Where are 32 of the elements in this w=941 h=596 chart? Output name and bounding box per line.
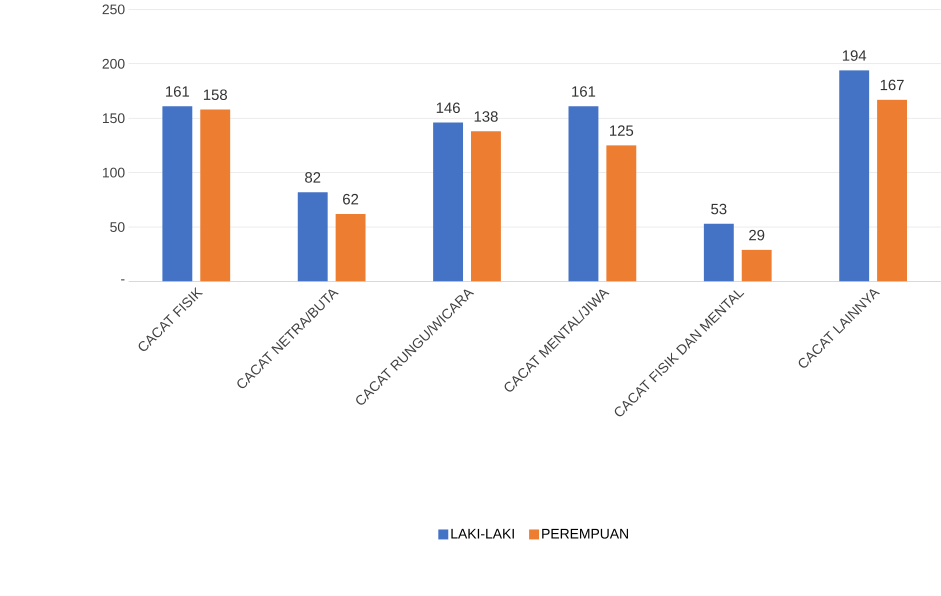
legend-label: LAKI-LAKI	[451, 528, 514, 539]
bar	[742, 250, 772, 282]
bar	[433, 122, 464, 282]
y-tick-label: -	[121, 279, 124, 280]
y-tick-label: 50	[110, 222, 125, 232]
data-label: 62	[343, 194, 358, 204]
y-tick-label: 150	[102, 113, 125, 124]
data-label: 161	[166, 86, 190, 97]
data-label: 29	[749, 230, 764, 240]
bar	[336, 214, 366, 282]
y-tick-label: 200	[102, 58, 125, 69]
data-label: 194	[842, 50, 866, 61]
bar	[162, 106, 192, 282]
bar	[606, 145, 636, 282]
bar	[839, 70, 870, 282]
bar	[298, 192, 328, 282]
data-label: 125	[610, 125, 634, 136]
y-tick-label: 100	[102, 168, 125, 178]
data-label: 53	[711, 204, 726, 214]
data-label: 138	[474, 111, 498, 122]
data-label: 158	[204, 89, 227, 100]
data-label: 146	[436, 102, 460, 114]
bar	[568, 106, 598, 282]
data-label: 161	[572, 86, 596, 97]
y-tick-label: 250	[102, 4, 125, 14]
data-label: 82	[305, 172, 320, 183]
bar	[704, 224, 734, 282]
bar	[471, 131, 501, 282]
bar	[877, 100, 908, 282]
data-label: 167	[880, 80, 904, 90]
bar	[200, 110, 230, 282]
legend-label: PEREMPUAN	[542, 528, 628, 539]
